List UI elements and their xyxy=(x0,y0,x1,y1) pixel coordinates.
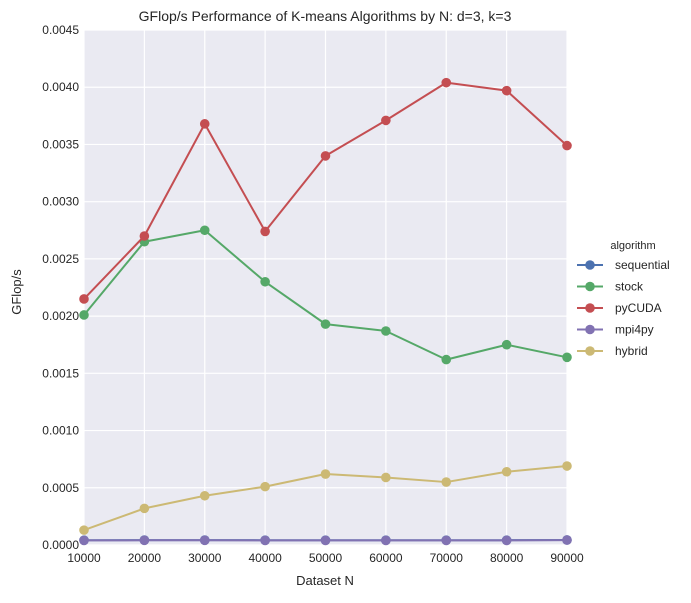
data-point-mpi4py xyxy=(502,536,512,546)
data-point-pycuda xyxy=(321,151,331,161)
x-axis-label: Dataset N xyxy=(296,573,354,588)
y-tick-label: 0.0010 xyxy=(42,424,79,438)
legend-marker xyxy=(585,303,595,313)
y-tick-label: 0.0000 xyxy=(42,538,79,552)
y-tick-label: 0.0015 xyxy=(42,366,79,380)
y-tick-label: 0.0040 xyxy=(42,80,79,94)
x-tick-label: 50000 xyxy=(309,551,343,565)
x-tick-label: 90000 xyxy=(550,551,584,565)
legend-label: sequential xyxy=(615,258,670,272)
data-point-hybrid xyxy=(441,477,451,487)
data-point-hybrid xyxy=(502,467,512,477)
x-tick-label: 30000 xyxy=(188,551,222,565)
x-tick-label: 40000 xyxy=(248,551,282,565)
data-point-pycuda xyxy=(200,119,210,129)
data-point-pycuda xyxy=(260,227,270,237)
legend-marker xyxy=(585,346,595,356)
data-point-stock xyxy=(441,355,451,365)
y-tick-label: 0.0005 xyxy=(42,481,79,495)
x-tick-label: 80000 xyxy=(490,551,524,565)
data-point-stock xyxy=(79,310,89,320)
y-tick-label: 0.0045 xyxy=(42,23,79,37)
legend-title: algorithm xyxy=(610,240,655,252)
x-tick-label: 20000 xyxy=(128,551,162,565)
data-point-pycuda xyxy=(381,116,391,126)
data-point-stock xyxy=(562,353,572,363)
data-point-mpi4py xyxy=(381,536,391,546)
x-tick-label: 70000 xyxy=(430,551,464,565)
data-point-hybrid xyxy=(381,473,391,483)
data-point-mpi4py xyxy=(140,536,150,546)
legend-marker xyxy=(585,260,595,270)
data-point-hybrid xyxy=(562,461,572,471)
data-point-hybrid xyxy=(260,482,270,492)
data-point-pycuda xyxy=(79,294,89,304)
x-axis-ticks: 10000 20000 30000 40000 50000 60000 70000 80000… xyxy=(67,551,584,565)
legend-marker xyxy=(585,282,595,292)
y-axis-label: GFlop/s xyxy=(9,269,24,315)
data-point-mpi4py xyxy=(321,536,331,546)
legend-label: hybrid xyxy=(615,344,648,358)
y-tick-label: 0.0035 xyxy=(42,137,79,151)
legend-label: mpi4py xyxy=(615,323,654,337)
data-point-stock xyxy=(200,225,210,235)
data-point-mpi4py xyxy=(562,535,572,545)
x-tick-label: 10000 xyxy=(67,551,101,565)
data-point-hybrid xyxy=(200,491,210,501)
y-tick-label: 0.0025 xyxy=(42,252,79,266)
x-tick-label: 60000 xyxy=(369,551,403,565)
chart-title: GFlop/s Performance of K-means Algorithm… xyxy=(139,8,512,24)
legend-label: pyCUDA xyxy=(615,301,662,315)
data-point-stock xyxy=(381,326,391,336)
data-point-stock xyxy=(260,277,270,287)
data-point-stock xyxy=(502,340,512,350)
data-point-pycuda xyxy=(140,231,150,241)
data-point-mpi4py xyxy=(441,536,451,546)
data-point-pycuda xyxy=(562,141,572,151)
data-point-pycuda xyxy=(441,78,451,88)
y-tick-label: 0.0030 xyxy=(42,195,79,209)
data-point-pycuda xyxy=(502,86,512,96)
data-point-stock xyxy=(321,319,331,329)
y-tick-label: 0.0020 xyxy=(42,309,79,323)
legend-label: stock xyxy=(615,280,644,294)
legend-marker xyxy=(585,325,595,335)
data-point-hybrid xyxy=(79,525,89,535)
data-point-mpi4py xyxy=(200,536,210,546)
data-point-hybrid xyxy=(140,504,150,514)
data-point-hybrid xyxy=(321,469,331,479)
data-point-mpi4py xyxy=(79,536,89,546)
data-point-mpi4py xyxy=(260,536,270,546)
